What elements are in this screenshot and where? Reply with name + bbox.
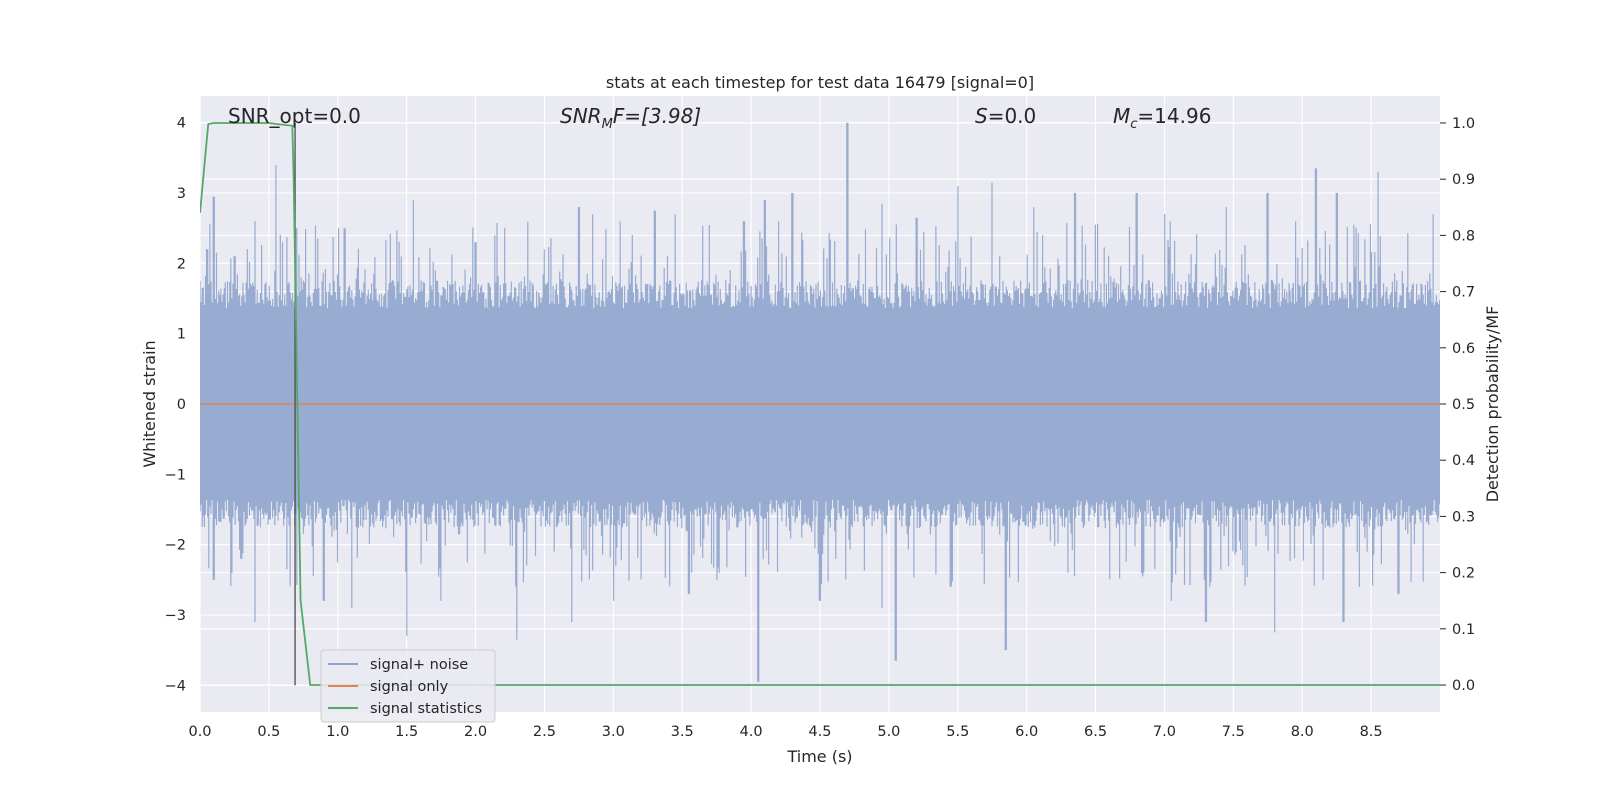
y-tick-label-left: 4 — [177, 116, 186, 132]
annotation-s-label: S — [975, 104, 988, 128]
y-axis-label-right: Detection probability/MF — [1483, 306, 1502, 503]
legend-label-noise: signal+ noise — [370, 657, 468, 673]
x-tick-label: 3.5 — [671, 724, 694, 740]
x-tick-label: 6.5 — [1084, 724, 1107, 740]
x-axis-label: Time (s) — [786, 747, 852, 766]
chart-title: stats at each timestep for test data 164… — [606, 73, 1034, 92]
x-tick-label: 0.0 — [188, 724, 211, 740]
x-tick-label: 8.5 — [1360, 724, 1383, 740]
series-signal-statistics — [200, 122, 1440, 686]
y-tick-label-left: −1 — [165, 467, 186, 483]
y-tick-label-left: 3 — [177, 186, 186, 202]
y-tick-label-right: 0.6 — [1452, 341, 1475, 357]
y-tick-label-right: 0.7 — [1452, 285, 1475, 301]
x-tick-label: 7.0 — [1153, 724, 1176, 740]
data-layer — [200, 122, 1440, 686]
y-tick-label-right: 0.5 — [1452, 397, 1475, 413]
annotation-snr-mf-rest: F=[3.98] — [613, 104, 701, 128]
y-tick-label-right: 0.8 — [1452, 228, 1475, 244]
y-tick-label-right: 0.0 — [1452, 678, 1475, 694]
x-tick-label: 1.0 — [326, 724, 349, 740]
legend-label-signal: signal only — [370, 679, 449, 695]
legend-box — [320, 649, 496, 723]
y-tick-label-left: −2 — [165, 538, 186, 554]
annotation-snr-mf-sub: M — [602, 117, 613, 132]
y-tick-label-left: −4 — [165, 678, 186, 694]
annotation-s-value: =0.0 — [988, 104, 1037, 128]
x-tick-label: 1.5 — [395, 724, 418, 740]
annotation-mc-value: =14.96 — [1137, 104, 1211, 128]
annotation-snr-opt: SNR_opt=0.0 — [228, 104, 361, 128]
x-tick-label: 2.0 — [464, 724, 487, 740]
x-tick-label: 5.5 — [946, 724, 969, 740]
legend: signal+ noise signal only signal statist… — [320, 649, 496, 723]
x-tick-label: 4.5 — [808, 724, 831, 740]
annotation-s: S=0.0 — [975, 104, 1036, 128]
x-tick-label: 4.0 — [740, 724, 763, 740]
y-tick-label-left: −3 — [165, 608, 186, 624]
y-tick-label-right: 0.1 — [1452, 622, 1475, 638]
annotation-snr-mf-main: SNR — [560, 104, 602, 128]
legend-label-stat: signal statistics — [370, 701, 482, 717]
x-tick-label: 0.5 — [257, 724, 280, 740]
x-tick-label: 7.5 — [1222, 724, 1245, 740]
annotation-mc: Mc=14.96 — [1113, 104, 1211, 132]
x-tick-label: 8.0 — [1291, 724, 1314, 740]
y-tick-label-right: 0.2 — [1452, 566, 1475, 582]
y-tick-label-left: 1 — [177, 327, 186, 343]
y-tick-label-left: 0 — [177, 397, 186, 413]
y-tick-label-right: 0.4 — [1452, 453, 1475, 469]
y-tick-label-right: 0.3 — [1452, 509, 1475, 525]
x-tick-label: 6.0 — [1015, 724, 1038, 740]
x-tick-label: 5.0 — [877, 724, 900, 740]
ticks: 0.0 0.5 1.0 1.5 2.0 2.5 3.0 3.5 4.0 4.5 5.0 5.5 6.0 6… — [165, 116, 1475, 740]
y-tick-label-right: 0.9 — [1452, 172, 1475, 188]
annotation-snr-mf: SNRMF=[3.98] — [560, 104, 701, 132]
series-signal-noise — [200, 122, 1440, 682]
y-tick-label-left: 2 — [177, 256, 186, 272]
annotation-mc-main: M — [1113, 104, 1130, 128]
annotation-mc-sub: c — [1130, 117, 1137, 132]
x-tick-label: 3.0 — [602, 724, 625, 740]
x-tick-label: 2.5 — [533, 724, 556, 740]
y-tick-label-right: 1.0 — [1452, 116, 1475, 132]
y-axis-label-left: Whitened strain — [140, 340, 159, 467]
